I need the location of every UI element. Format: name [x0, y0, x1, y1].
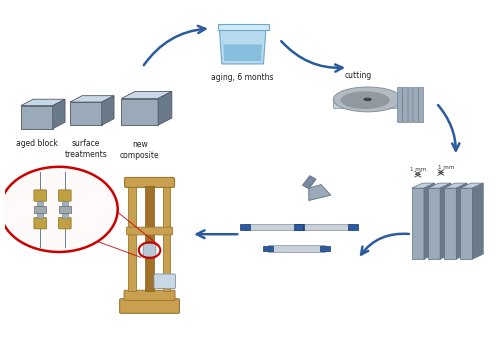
Polygon shape: [460, 183, 483, 188]
Polygon shape: [309, 185, 331, 201]
Polygon shape: [122, 98, 158, 125]
Polygon shape: [59, 206, 70, 213]
Polygon shape: [294, 224, 304, 230]
Polygon shape: [444, 188, 456, 259]
Polygon shape: [456, 183, 467, 259]
FancyBboxPatch shape: [58, 218, 71, 229]
Polygon shape: [220, 29, 266, 64]
Polygon shape: [218, 24, 270, 30]
Polygon shape: [412, 183, 434, 188]
Polygon shape: [444, 183, 467, 188]
Polygon shape: [102, 96, 114, 125]
Polygon shape: [460, 188, 472, 259]
Polygon shape: [34, 206, 46, 213]
FancyBboxPatch shape: [124, 290, 175, 300]
Polygon shape: [268, 245, 325, 252]
Text: aging, 6 months: aging, 6 months: [212, 73, 274, 82]
Polygon shape: [320, 245, 330, 251]
Polygon shape: [397, 87, 402, 122]
FancyArrowPatch shape: [144, 26, 205, 65]
Polygon shape: [53, 99, 65, 129]
Polygon shape: [62, 201, 68, 207]
Polygon shape: [334, 100, 402, 108]
Polygon shape: [472, 183, 483, 259]
Polygon shape: [294, 224, 304, 230]
Text: surface
treatments: surface treatments: [64, 139, 107, 159]
FancyArrowPatch shape: [438, 105, 460, 151]
Ellipse shape: [340, 91, 390, 109]
Ellipse shape: [334, 87, 402, 112]
Polygon shape: [418, 87, 423, 122]
Text: 1 mm: 1 mm: [410, 167, 426, 172]
FancyArrowPatch shape: [281, 41, 342, 72]
Text: cutting: cutting: [344, 71, 372, 80]
Polygon shape: [38, 212, 43, 218]
FancyBboxPatch shape: [120, 299, 180, 313]
Text: new
composite: new composite: [120, 140, 160, 160]
Polygon shape: [412, 188, 424, 259]
Polygon shape: [128, 183, 136, 291]
Polygon shape: [402, 87, 407, 122]
Polygon shape: [263, 245, 272, 251]
Text: aged block: aged block: [16, 139, 58, 148]
Polygon shape: [21, 99, 65, 106]
FancyBboxPatch shape: [143, 243, 156, 257]
Polygon shape: [164, 183, 170, 291]
Polygon shape: [440, 183, 451, 259]
FancyArrowPatch shape: [197, 230, 237, 238]
Polygon shape: [70, 102, 102, 125]
Polygon shape: [70, 96, 114, 102]
FancyBboxPatch shape: [124, 177, 174, 188]
Polygon shape: [413, 87, 418, 122]
FancyBboxPatch shape: [154, 274, 176, 289]
Polygon shape: [122, 92, 172, 98]
Polygon shape: [302, 176, 316, 189]
Polygon shape: [428, 188, 440, 259]
FancyBboxPatch shape: [34, 190, 46, 201]
Polygon shape: [224, 45, 262, 61]
FancyBboxPatch shape: [126, 227, 172, 235]
FancyBboxPatch shape: [58, 190, 71, 201]
Polygon shape: [348, 224, 358, 230]
FancyBboxPatch shape: [34, 218, 46, 229]
Polygon shape: [62, 212, 68, 218]
Polygon shape: [408, 87, 412, 122]
Polygon shape: [240, 224, 250, 230]
Polygon shape: [38, 201, 43, 207]
Text: 1 mm: 1 mm: [438, 165, 454, 170]
Polygon shape: [428, 183, 451, 188]
Polygon shape: [158, 92, 172, 125]
Ellipse shape: [364, 98, 372, 101]
Polygon shape: [299, 224, 353, 230]
Polygon shape: [424, 183, 434, 259]
Polygon shape: [21, 106, 53, 129]
Polygon shape: [245, 224, 299, 230]
Polygon shape: [144, 186, 154, 291]
FancyArrowPatch shape: [361, 234, 409, 254]
Circle shape: [0, 167, 118, 252]
